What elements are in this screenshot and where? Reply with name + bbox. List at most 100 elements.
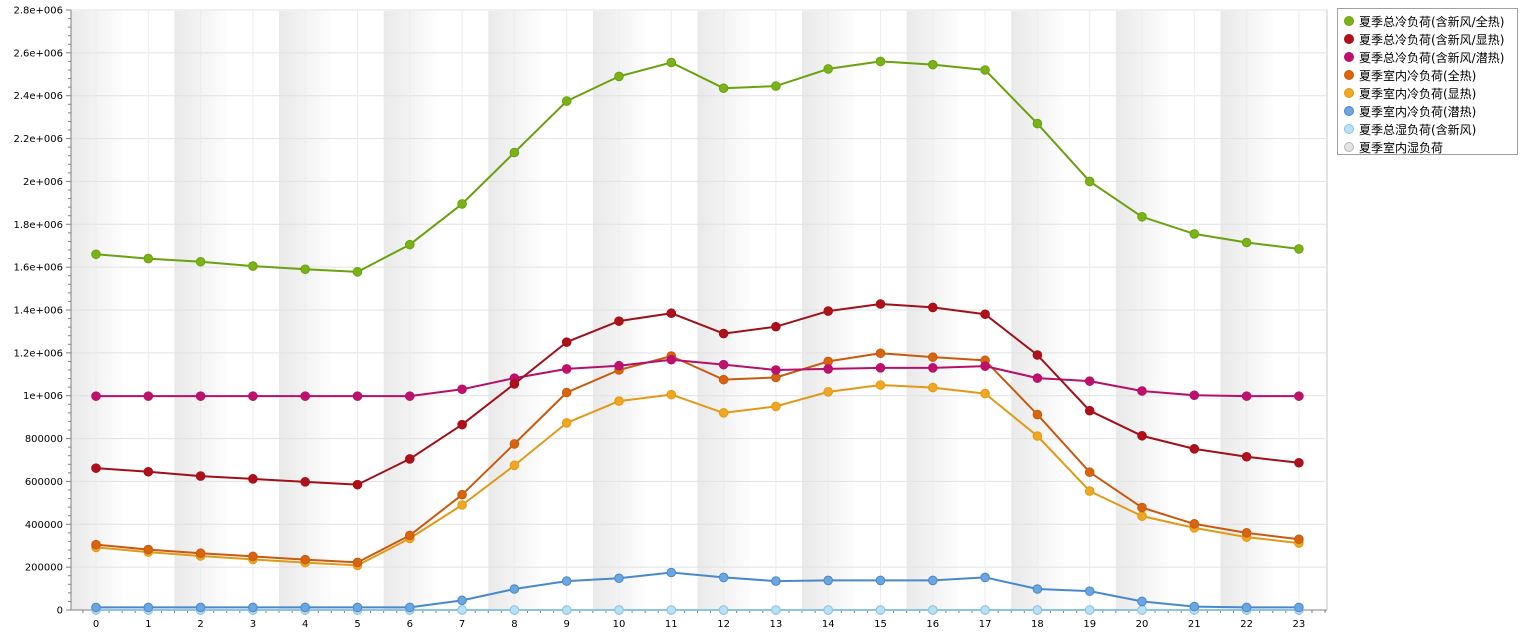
data-point <box>1241 602 1252 613</box>
data-point <box>143 253 154 264</box>
data-point <box>195 391 206 401</box>
data-point <box>980 361 990 371</box>
data-point <box>300 391 311 401</box>
data-point <box>1189 229 1200 239</box>
data-point <box>509 379 520 389</box>
data-point <box>614 71 624 82</box>
data-point <box>875 363 886 373</box>
x-tick-label: 3 <box>250 619 256 630</box>
data-point <box>91 249 101 260</box>
y-tick-label: 600000 <box>25 477 63 488</box>
data-point <box>1032 118 1043 129</box>
data-point <box>1032 584 1043 594</box>
legend-item: 夏季室内冷负荷(全热) <box>1338 66 1517 84</box>
data-point <box>718 328 729 339</box>
series <box>91 354 1304 401</box>
series <box>91 567 1304 613</box>
data-point <box>561 418 572 428</box>
data-point <box>1241 528 1252 538</box>
y-tick-label: 0 <box>57 606 63 617</box>
data-point <box>1137 605 1147 615</box>
series-line <box>96 571 1299 609</box>
data-point <box>614 316 624 326</box>
y-tick-label: 1.6e+006 <box>13 263 63 274</box>
legend: 夏季总冷负荷(含新风/全热) 夏季总冷负荷(含新风/显热) 夏季总冷负荷(含新风/潜… <box>1337 8 1518 155</box>
legend-marker <box>1344 70 1354 80</box>
data-point <box>509 147 520 158</box>
y-tick-label: 2.4e+006 <box>13 91 63 102</box>
legend-label: 夏季室内冷负荷(全热) <box>1359 68 1477 83</box>
data-point <box>405 454 415 464</box>
y-tick-label: 2.2e+006 <box>13 134 63 145</box>
legend-marker <box>1344 52 1354 62</box>
data-point <box>718 374 729 385</box>
data-point <box>1084 405 1095 416</box>
data-point <box>457 500 467 510</box>
data-point <box>928 352 938 362</box>
series-line <box>95 384 1300 567</box>
x-tick-label: 2 <box>197 619 203 630</box>
data-point <box>143 391 154 401</box>
data-point <box>1032 431 1043 441</box>
legend-marker <box>1344 124 1354 134</box>
legend-label: 夏季总冷负荷(含新风/全热) <box>1359 14 1505 29</box>
legend-label: 夏季总冷负荷(含新风/潜热) <box>1359 50 1505 65</box>
data-point <box>666 57 677 68</box>
data-point <box>143 544 154 555</box>
data-point <box>614 573 624 584</box>
data-point <box>771 81 781 91</box>
data-point <box>457 419 467 430</box>
data-point <box>718 572 729 583</box>
x-tick-label: 18 <box>1031 619 1044 630</box>
y-tick-label: 800000 <box>25 434 63 445</box>
data-point <box>771 605 781 615</box>
x-tick-label: 21 <box>1188 619 1201 630</box>
data-point <box>823 364 834 374</box>
data-point <box>666 567 677 578</box>
data-point <box>666 354 677 365</box>
legend-label: 夏季总湿负荷(含新风) <box>1359 122 1477 137</box>
data-point <box>561 387 572 398</box>
data-point <box>1294 391 1304 401</box>
data-point <box>405 530 415 541</box>
x-tick-label: 5 <box>354 619 360 630</box>
data-point <box>457 384 467 395</box>
y-tick-label: 2e+006 <box>23 177 63 188</box>
data-point <box>928 302 938 313</box>
x-tick-label: 22 <box>1240 619 1253 630</box>
series-line <box>95 60 1300 273</box>
data-point <box>457 199 467 209</box>
x-tick-label: 19 <box>1083 619 1096 630</box>
data-point <box>875 299 886 309</box>
data-point <box>405 239 415 250</box>
y-tick-label: 1.8e+006 <box>13 220 63 231</box>
legend-marker <box>1344 16 1354 26</box>
axes: 0 200000 400000 600000 800000 1e+006 1.2e+006 1… <box>13 6 1327 630</box>
data-point <box>980 388 990 399</box>
y-tick-label: 1.4e+006 <box>13 306 63 317</box>
data-point <box>614 605 624 615</box>
data-point <box>1137 511 1147 521</box>
legend-label: 夏季室内冷负荷(潜热) <box>1359 104 1477 119</box>
legend-marker <box>1344 88 1354 98</box>
y-tick-label: 400000 <box>25 520 63 531</box>
data-point <box>666 308 677 319</box>
data-point <box>143 602 154 613</box>
data-point <box>405 391 415 401</box>
data-point <box>823 64 834 74</box>
data-point <box>718 408 729 418</box>
data-point <box>352 557 363 568</box>
data-point <box>823 575 834 586</box>
series-layer <box>91 56 1304 615</box>
x-tick-label: 23 <box>1293 619 1306 630</box>
x-tick-label: 0 <box>93 619 99 630</box>
legend-marker <box>1344 106 1354 116</box>
y-tick-label: 1e+006 <box>23 391 63 402</box>
data-point <box>300 264 311 275</box>
data-point <box>614 396 624 406</box>
data-point <box>1084 376 1095 386</box>
x-tick-label: 15 <box>874 619 887 630</box>
series-line <box>95 303 1300 486</box>
data-point <box>1137 596 1147 607</box>
data-point <box>248 474 258 484</box>
